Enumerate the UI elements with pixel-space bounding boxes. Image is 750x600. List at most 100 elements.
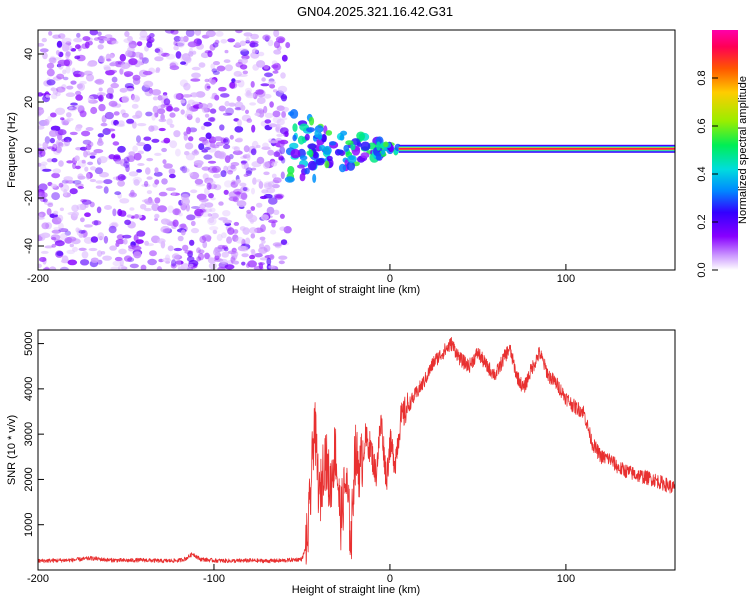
spectrogram-noise-blob (261, 239, 266, 244)
spectrogram-noise-blob (58, 228, 69, 233)
spectrogram-noise-blob (226, 236, 233, 244)
spectrogram-noise-blob (146, 41, 153, 48)
spectrogram-noise-blob (233, 188, 243, 195)
spectrogram-noise-blob (40, 161, 48, 166)
spectrogram-noise-blob (55, 50, 60, 56)
spectrogram-noise-blob (66, 112, 72, 118)
spectrogram-noise-blob (145, 111, 153, 117)
spectrogram-noise-blob (179, 99, 186, 104)
spectrogram-noise-blob (184, 142, 194, 150)
spectrogram-noise-blob (276, 105, 285, 111)
spectrogram-noise-blob (205, 30, 216, 38)
spectrogram-noise-blob (274, 194, 284, 200)
spectrogram-noise-blob (132, 74, 141, 81)
spectrogram-noise-blob (203, 147, 211, 151)
spectrogram-noise-blob (38, 92, 44, 97)
spectrogram-noise-blob (51, 243, 57, 248)
spectrogram-noise-blob (121, 95, 130, 104)
spectrogram-noise-blob (108, 69, 118, 74)
spectrogram-noise-blob (263, 93, 272, 99)
spectrogram-noise-blob (120, 175, 127, 180)
spectrogram-noise-blob (119, 53, 127, 62)
x-tick-label: 0 (387, 573, 393, 585)
spectrogram-noise-blob (260, 214, 269, 221)
spectrogram-noise-blob (132, 145, 138, 153)
spectrogram-noise-blob (89, 178, 97, 183)
spectrogram-noise-blob (65, 92, 76, 97)
spectrogram-noise-blob (219, 258, 228, 264)
spectrogram-noise-blob (68, 105, 73, 110)
spectrogram-noise-blob (97, 156, 108, 164)
spectrogram-noise-blob (207, 213, 212, 217)
spectrogram-noise-blob (84, 166, 89, 172)
spectrogram-noise-blob (65, 180, 76, 184)
spectrogram-noise-blob (129, 207, 135, 211)
spectrogram-noise-blob (77, 175, 86, 180)
spectrogram-signal-blob (289, 109, 299, 119)
spectrogram-noise-blob (49, 266, 57, 270)
spectrogram-signal-blob (345, 140, 354, 146)
spectrogram-noise-blob (207, 160, 217, 164)
spectrogram-noise-blob (57, 129, 67, 136)
spectrogram-noise-blob (43, 119, 50, 126)
spectrogram-noise-blob (173, 247, 183, 252)
spectrogram-noise-blob (154, 152, 162, 156)
spectrogram-noise-blob (243, 145, 250, 153)
spectrogram-noise-blob (268, 123, 277, 128)
spectrogram-noise-blob (145, 243, 154, 247)
spectrogram-noise-blob (167, 245, 174, 252)
spectrogram-noise-blob (110, 266, 121, 270)
spectrogram-noise-blob (207, 117, 215, 122)
spectrogram-noise-blob (273, 209, 280, 215)
spectrogram-noise-blob (191, 66, 201, 71)
spectrogram-noise-blob (160, 218, 170, 225)
spectrogram-noise-blob (63, 176, 73, 182)
spectrogram-noise-blob (132, 121, 137, 129)
spectrogram-noise-blob (242, 187, 248, 192)
spectrogram-noise-blob (180, 61, 187, 65)
spectrogram-noise-blob (44, 201, 54, 206)
spectrogram-noise-blob (276, 118, 285, 126)
spectrogram-noise-blob (209, 108, 217, 114)
spectrogram-noise-blob (151, 89, 162, 96)
spectrogram-noise-blob (51, 172, 60, 179)
y-tick-label: 5000 (23, 331, 35, 355)
spectrogram-noise-blob (200, 125, 206, 130)
spectrogram-noise-blob (146, 176, 153, 180)
spectrogram-noise-blob (123, 255, 133, 262)
spectrogram-noise-blob (254, 253, 263, 258)
spectrogram-noise-blob (141, 57, 149, 64)
spectrogram-noise-blob (269, 83, 276, 89)
spectrogram-noise-blob (126, 118, 135, 124)
spectrogram-noise-blob (260, 83, 270, 87)
spectrogram-noise-blob (220, 170, 227, 178)
spectrogram-noise-blob (76, 83, 83, 89)
spectrogram-noise-blob (119, 158, 128, 167)
spectrogram-noise-blob (223, 138, 229, 143)
spectrogram-noise-blob (188, 136, 194, 142)
spectrogram-noise-blob (222, 210, 231, 217)
spectrogram-noise-blob (113, 111, 120, 116)
spectrogram-noise-blob (232, 234, 239, 242)
spectrogram-noise-blob (233, 221, 240, 226)
spectrogram-signal-blob (351, 138, 360, 146)
spectrogram-noise-blob (73, 37, 83, 43)
spectrogram-noise-blob (83, 70, 93, 76)
figure-title: GN04.2025.321.16.42.G31 (297, 4, 453, 19)
spectrogram-noise-blob (128, 151, 136, 156)
spectrogram-noise-blob (114, 191, 122, 196)
spectrogram-noise-blob (227, 170, 234, 175)
spectrogram-noise-blob (78, 233, 84, 238)
spectrogram-noise-blob (80, 217, 85, 223)
spectrogram-noise-blob (66, 85, 74, 90)
spectrogram-noise-blob (206, 85, 211, 89)
spectrogram-noise-blob (61, 37, 72, 44)
colorbar-tick-label: 0.0 (696, 262, 708, 277)
spectrogram-signal-blob (306, 150, 313, 156)
spectrogram-noise-blob (78, 230, 86, 234)
spectrogram-noise-blob (84, 212, 91, 217)
spectrogram-noise-blob (124, 31, 130, 37)
spectrogram-noise-blob (122, 234, 132, 239)
spectrogram-noise-blob (256, 108, 265, 115)
spectrogram-noise-blob (38, 43, 45, 47)
